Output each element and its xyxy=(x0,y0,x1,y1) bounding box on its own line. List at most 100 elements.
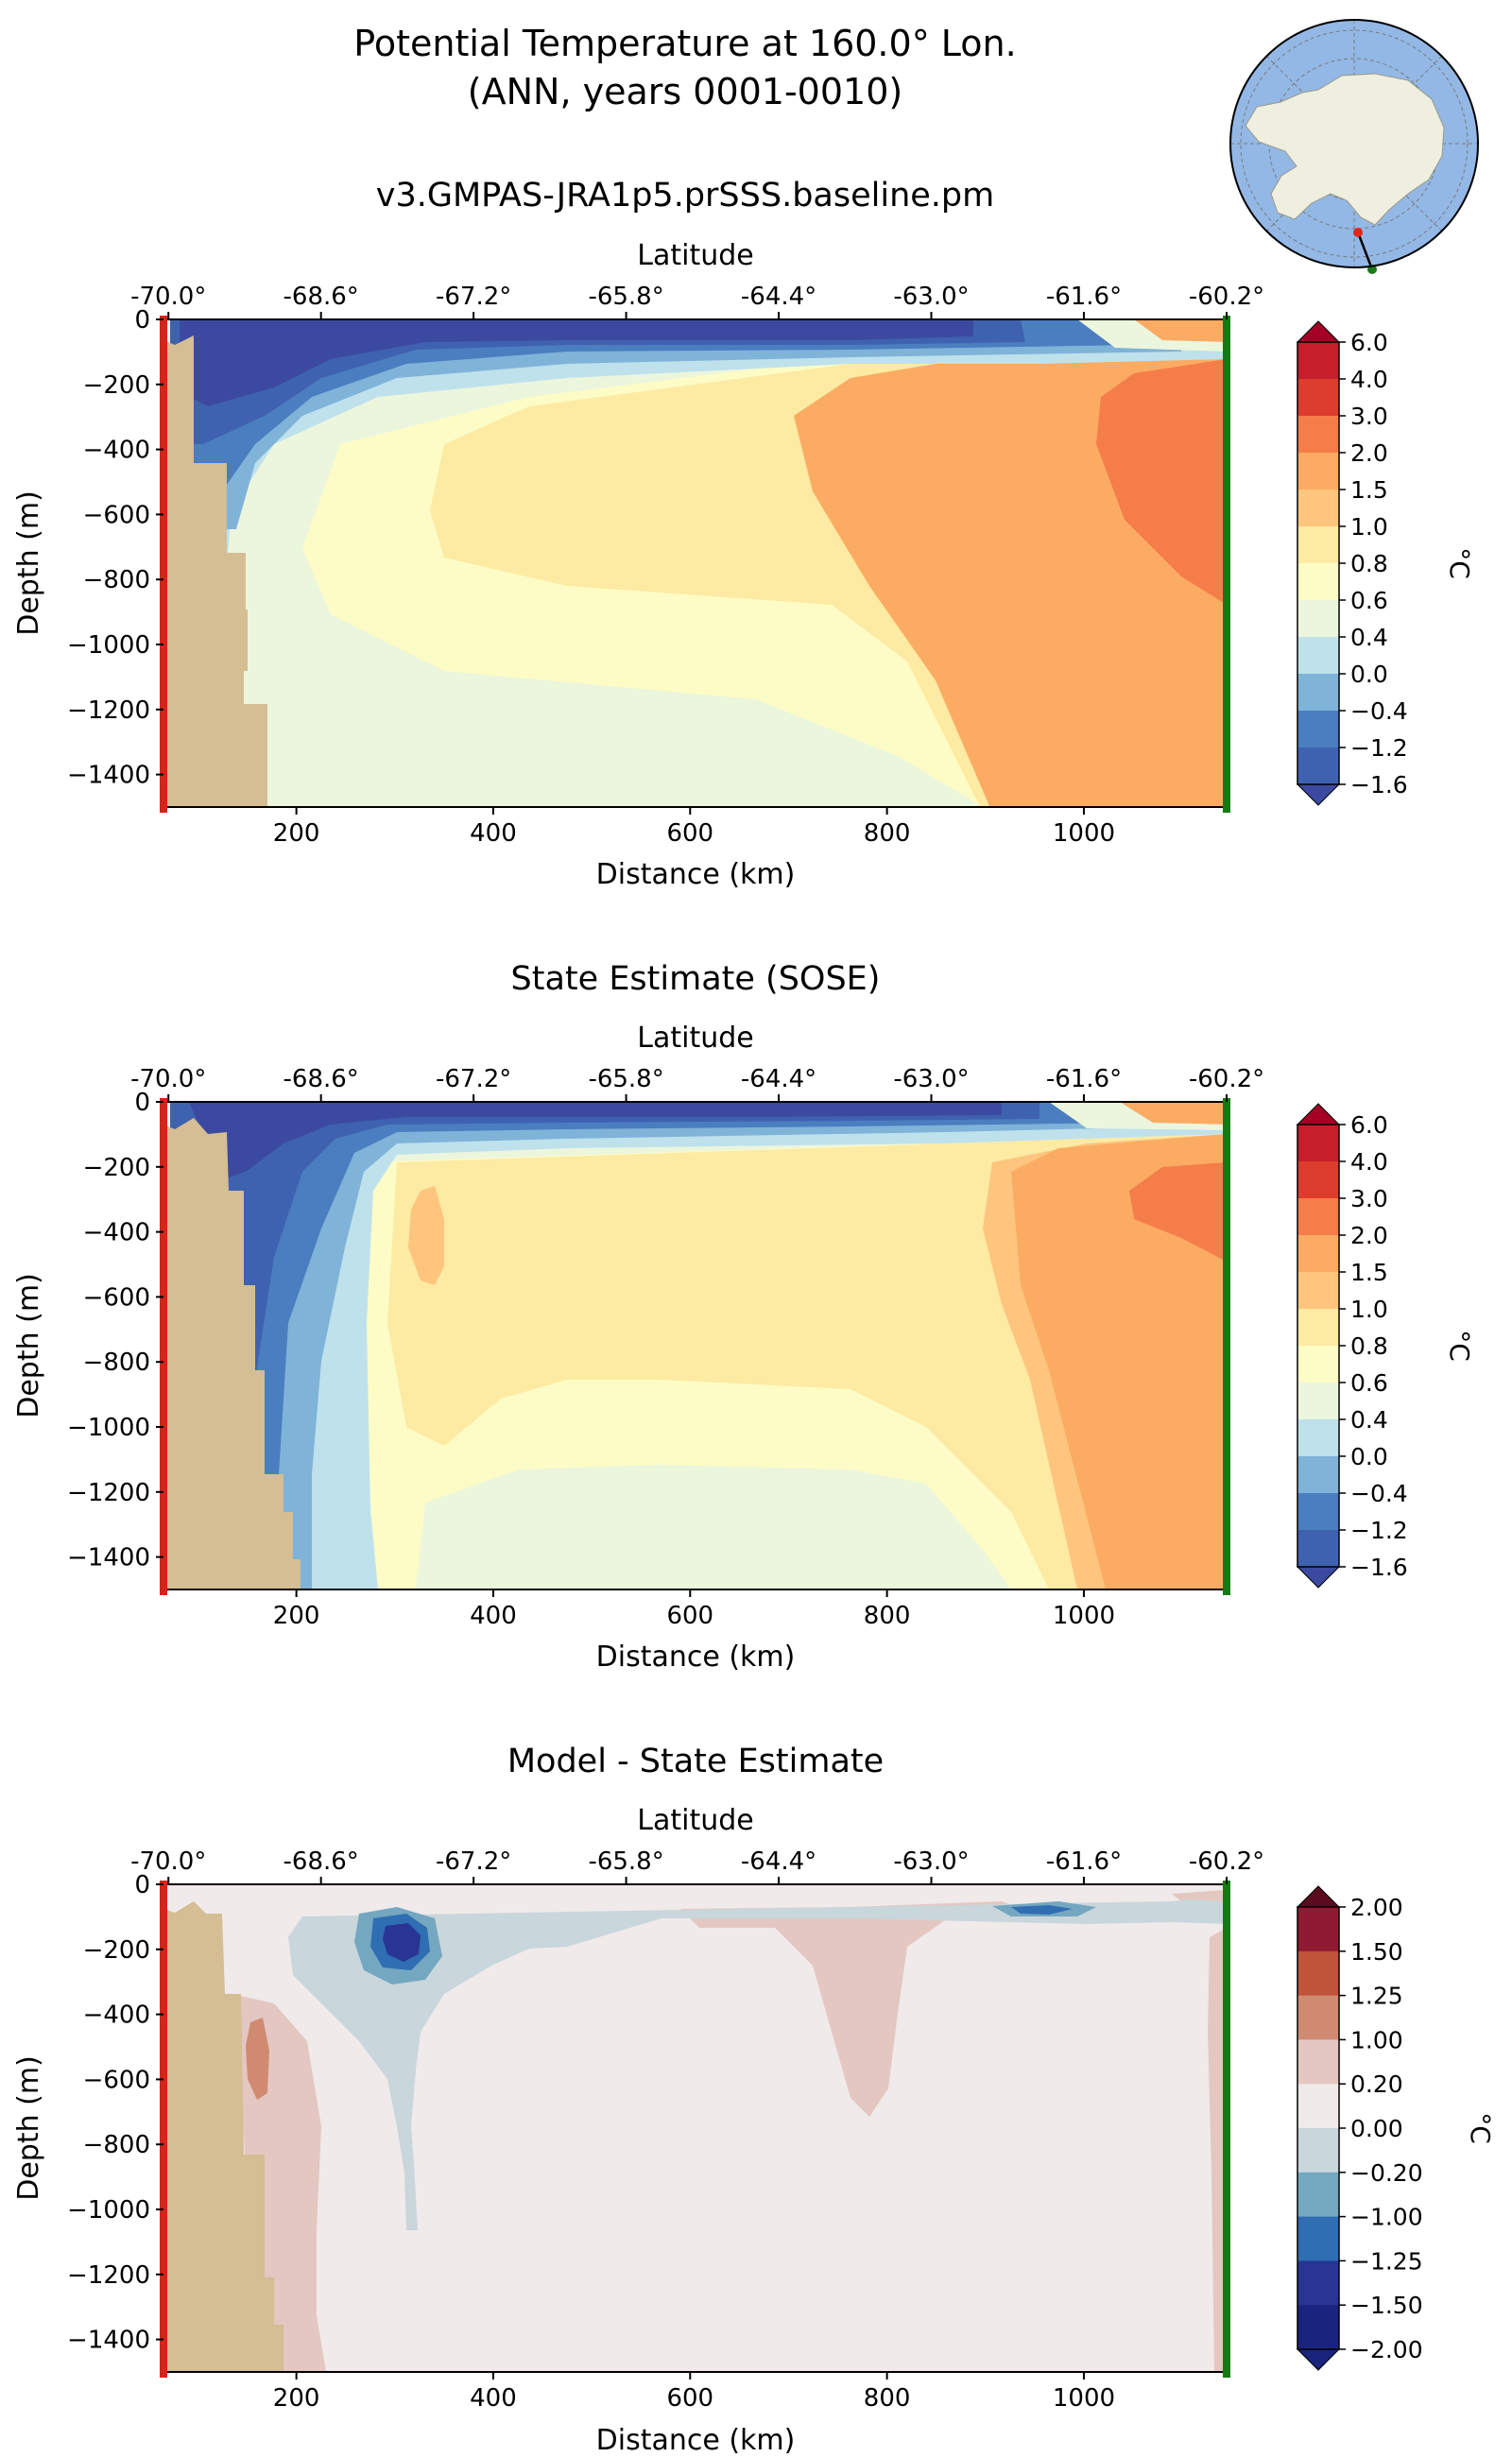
colorbar-segment xyxy=(1297,490,1339,527)
y-tick-label: −800 xyxy=(83,2131,150,2159)
y-tick-label: −1000 xyxy=(67,1414,150,1442)
colorbar-tick-label: −2.00 xyxy=(1350,2336,1423,2363)
colorbar-tick-label: −1.2 xyxy=(1350,1517,1408,1544)
colorbar-segment xyxy=(1297,1950,1339,1997)
y-tick-label: −1400 xyxy=(67,1544,150,1572)
colorbar-segment xyxy=(1297,526,1339,564)
y-tick-label: −600 xyxy=(83,501,150,529)
colorbar-tick-label: 1.5 xyxy=(1350,1259,1388,1286)
panel-difference: Model - State Estimate Latitude Distance… xyxy=(12,1743,1496,2457)
axes-ticks: 200 400 600 800 1000 0 −200 −400 −600 −800 −1000 −1… xyxy=(67,1847,1264,2413)
colorbar: 2.00 1.50 1.25 1.00 0.20 0.00 −0.20 −1.00 −1.25 −… xyxy=(1296,1885,1423,2371)
colorbar-segment xyxy=(1297,674,1339,712)
y-tick-label: −200 xyxy=(83,1936,150,1965)
x-tick-label: 800 xyxy=(864,2384,911,2413)
axes-ticks: 200 400 600 800 1000 0 −200 −400 −600 −800 −1000 −1… xyxy=(67,1065,1264,1630)
colorbar-segment xyxy=(1297,2128,1339,2174)
top-tick-label: -68.6° xyxy=(284,1065,359,1093)
colorbar-tick-label: 3.0 xyxy=(1350,1185,1388,1212)
colorbar-tick-label: 0.8 xyxy=(1350,1332,1388,1360)
colorbar-tick-label: 0.8 xyxy=(1350,550,1388,577)
x-tick-label: 400 xyxy=(470,819,517,848)
x-tick-label: 600 xyxy=(666,2384,713,2413)
contour-below-neg1.6 xyxy=(180,319,973,406)
surface-light-patch xyxy=(1049,1102,1227,1130)
y-tick-label: −800 xyxy=(83,566,150,594)
colorbar-segment xyxy=(1297,342,1339,380)
colorbar-tick-label: 1.00 xyxy=(1350,2026,1403,2053)
y-tick-label: −800 xyxy=(83,1349,150,1377)
colorbar-segment xyxy=(1297,379,1339,417)
x-tick-label: 200 xyxy=(273,1602,320,1630)
colorbar-segment xyxy=(1297,1493,1339,1531)
panel-title: State Estimate (SOSE) xyxy=(511,960,881,998)
colorbar-tick-label: −1.6 xyxy=(1350,771,1408,799)
colorbar-tick-label: −1.00 xyxy=(1350,2204,1423,2231)
x-tick-label: 200 xyxy=(273,819,320,848)
top-tick-label: -67.2° xyxy=(436,1847,511,1876)
colorbar-tick-label: 0.0 xyxy=(1350,1443,1388,1470)
colorbar-segment xyxy=(1297,1235,1339,1273)
top-tick-label: -63.0° xyxy=(893,1065,969,1093)
colorbar-segment xyxy=(1297,711,1339,748)
colorbar-tick-label: 4.0 xyxy=(1350,366,1388,393)
x-tick-label: 800 xyxy=(864,819,911,848)
top-axis-label: Latitude xyxy=(637,1022,753,1055)
x-axis-label: Distance (km) xyxy=(596,858,796,891)
contour-1.5-2.0 xyxy=(1011,1134,1227,1589)
top-tick-label: -68.6° xyxy=(284,1847,359,1876)
x-tick-label: 400 xyxy=(470,1602,517,1630)
x-tick-label: 600 xyxy=(666,1602,713,1630)
colorbar-segment xyxy=(1297,1456,1339,1494)
colorbar-tick-label: 0.4 xyxy=(1350,624,1388,651)
colorbar-tick-label: −0.20 xyxy=(1350,2159,1423,2187)
colorbar-segment xyxy=(1297,2216,1339,2261)
x-tick-label: 1000 xyxy=(1053,1602,1115,1630)
colorbar-segment xyxy=(1297,637,1339,675)
colorbar-segment xyxy=(1297,1530,1339,1568)
colorbar-segment xyxy=(1297,747,1339,785)
contour-below-neg1.6 xyxy=(189,1102,1002,1181)
y-tick-label: −1400 xyxy=(67,2327,150,2355)
land-bathymetry xyxy=(163,1118,301,1589)
panel-model: v3.GMPAS-JRA1p5.prSSS.baseline.pm Latitu… xyxy=(12,177,1475,891)
top-tick-label: -67.2° xyxy=(436,283,511,311)
surface-warm-patch xyxy=(1120,1102,1227,1125)
top-tick-label: -61.6° xyxy=(1046,283,1122,311)
contour-neg1.5-neg1.25 xyxy=(383,1923,421,1962)
surface-warm-patch xyxy=(1134,319,1227,342)
colorbar-tick-label: −0.4 xyxy=(1350,1480,1408,1507)
top-tick-label: -67.2° xyxy=(436,1065,511,1093)
panel-title: v3.GMPAS-JRA1p5.prSSS.baseline.pm xyxy=(376,177,995,215)
colorbar-extend-min xyxy=(1296,1566,1341,1589)
colorbar-tick-label: 1.50 xyxy=(1350,1938,1403,1966)
colorbar-tick-label: 6.0 xyxy=(1350,329,1388,356)
colorbar-tick-label: −1.50 xyxy=(1350,2292,1423,2319)
y-tick-label: −400 xyxy=(83,437,150,465)
inset-map xyxy=(1229,19,1479,274)
y-tick-label: −1000 xyxy=(67,631,150,660)
colorbar-tick-label: 0.20 xyxy=(1350,2070,1403,2098)
x-tick-label: 1000 xyxy=(1053,819,1115,848)
colorbar-segment xyxy=(1297,1272,1339,1310)
colorbar-segment xyxy=(1297,1198,1339,1236)
colorbar-segment xyxy=(1297,2260,1339,2306)
colorbar-tick-label: −1.6 xyxy=(1350,1554,1408,1581)
colorbar-tick-label: −0.4 xyxy=(1350,697,1408,725)
colorbar-segment xyxy=(1297,563,1339,601)
colorbar-segment xyxy=(1297,1346,1339,1383)
colorbar-tick-label: 4.0 xyxy=(1350,1148,1388,1176)
contour-neg1.2-neg0.4 xyxy=(170,319,1025,444)
colorbar-segment xyxy=(1297,416,1339,454)
x-tick-label: 1000 xyxy=(1053,2384,1115,2413)
y-tick-label: −600 xyxy=(83,1283,150,1312)
x-tick-label: 600 xyxy=(666,819,713,848)
colorbar-extend-min xyxy=(1296,2348,1341,2371)
colorbar-tick-label: 0.6 xyxy=(1350,1369,1388,1397)
top-tick-label: -60.2° xyxy=(1189,1065,1264,1093)
colorbar-extend-min xyxy=(1296,783,1341,806)
contour-0.2-1.0-left xyxy=(227,1994,326,2372)
contour-0.4-0.6 xyxy=(170,319,1227,567)
x-tick-label: 400 xyxy=(470,2384,517,2413)
colorbar-extend-max xyxy=(1296,1103,1341,1125)
